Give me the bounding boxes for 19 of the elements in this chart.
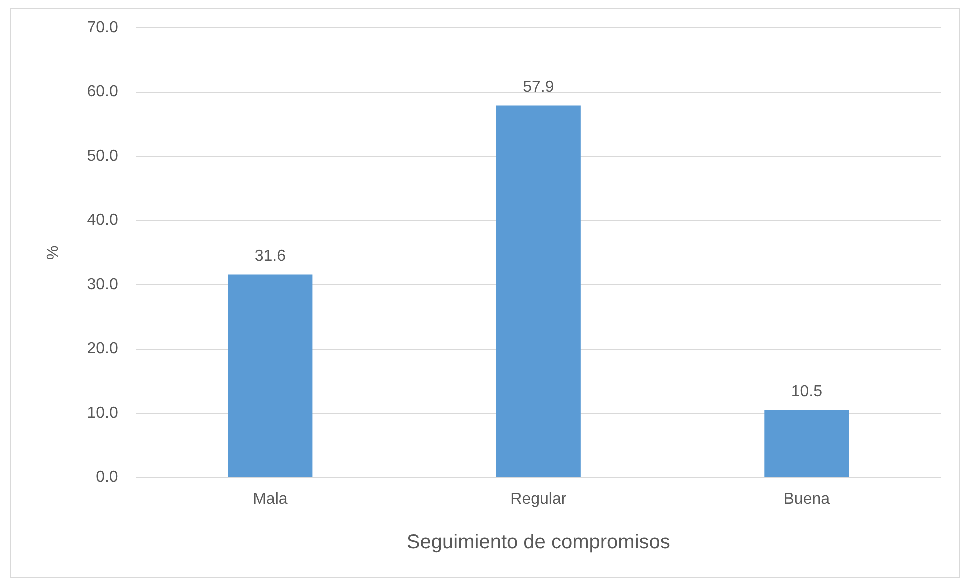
y-tick-label: 30.0 [87, 276, 118, 294]
data-label: 31.6 [254, 248, 286, 266]
data-label: 57.9 [523, 79, 554, 96]
bar [764, 410, 850, 478]
x-axis-title: Seguimiento de compromisos [406, 532, 670, 554]
y-tick-label: 60.0 [87, 84, 118, 101]
data-label: 10.5 [791, 384, 823, 401]
x-tick-label: Buena [784, 490, 830, 508]
y-tick-label: 70.0 [87, 19, 118, 36]
x-tick-label: Regular [510, 490, 568, 508]
y-tick-label: 0.0 [96, 469, 118, 486]
y-tick-label: 10.0 [87, 404, 118, 422]
y-axis-title: % [45, 246, 62, 260]
y-tick-label: 40.0 [87, 212, 118, 230]
bar [228, 274, 313, 478]
bar [496, 106, 581, 478]
y-tick-label: 20.0 [87, 340, 118, 358]
x-tick-label: Mala [253, 490, 288, 508]
y-tick-label: 50.0 [87, 148, 118, 165]
